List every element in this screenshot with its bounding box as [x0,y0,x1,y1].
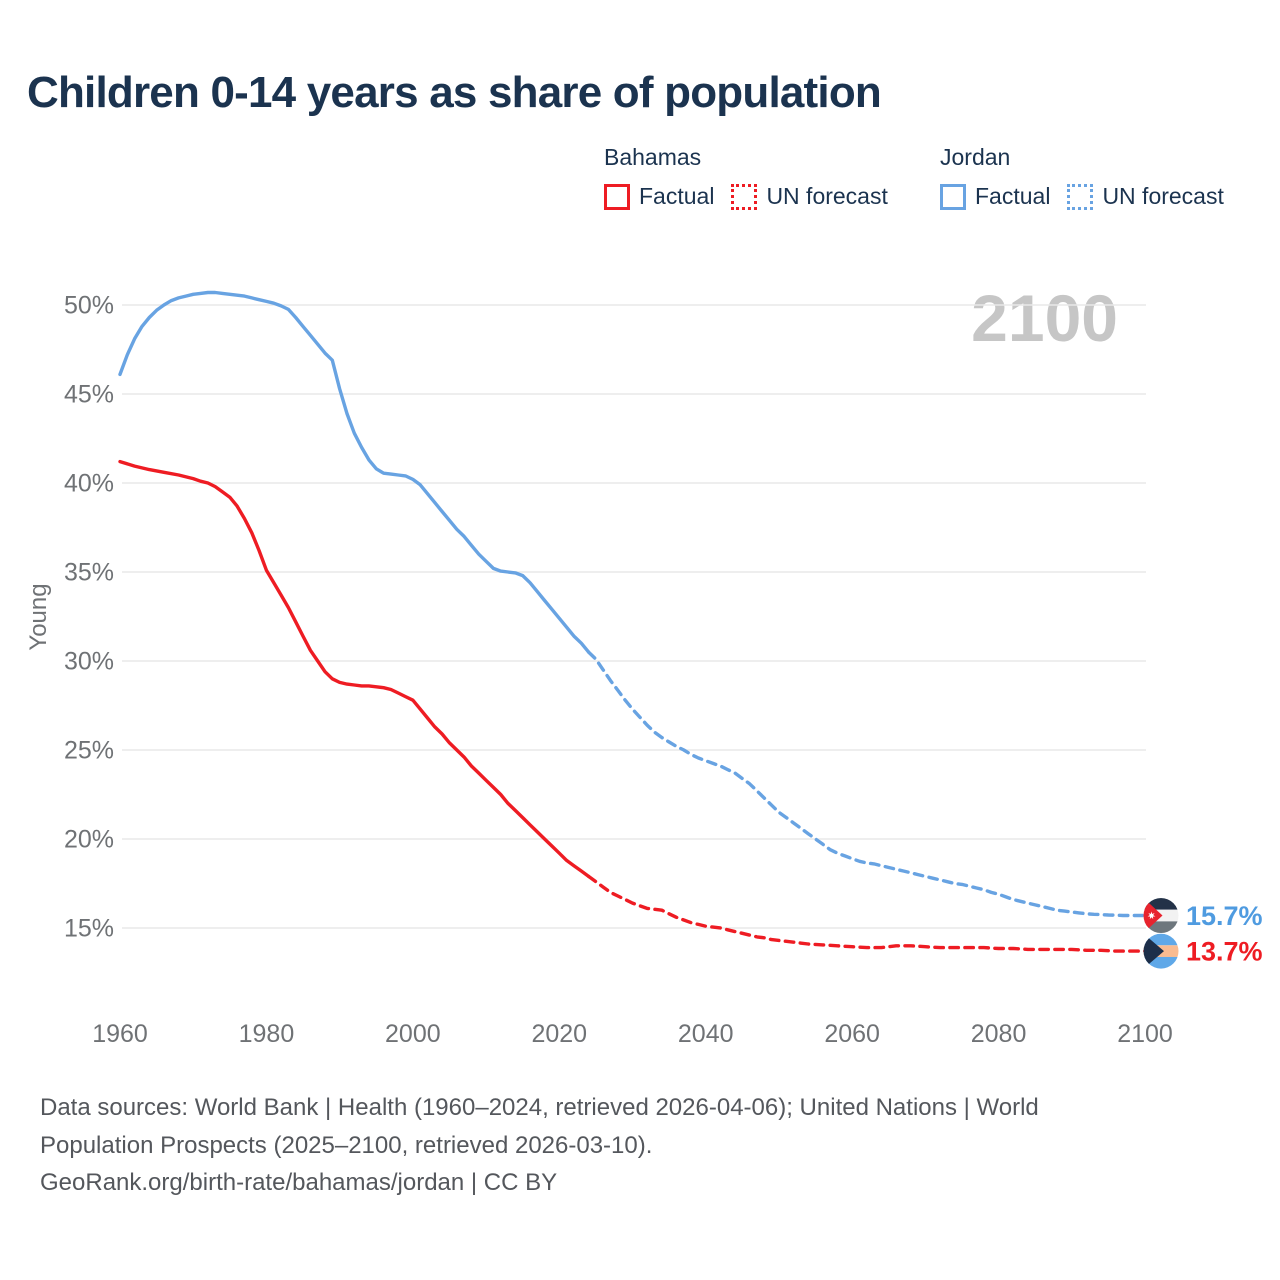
legend-group-bahamas: Bahamas Factual UN forecast [604,144,940,210]
bahamas-flag-icon [1143,933,1179,969]
y-tick-label: 45% [64,381,114,409]
legend-row: Factual UN forecast [604,183,940,210]
y-tick-label: 35% [64,559,114,587]
legend-item-label[interactable]: Factual [639,183,715,209]
y-tick-label: 25% [64,737,114,765]
jordan-factual-swatch-icon[interactable] [940,183,966,210]
series-line-jordan-factual[interactable] [118,290,591,654]
footer-sources: Data sources: World Bank | Health (1960–… [40,1089,1180,1202]
watermark-year: 2100 [971,281,1118,355]
x-tick-label: 2060 [824,1020,880,1048]
x-tick-label: 2040 [678,1020,734,1048]
legend-group-name: Jordan [940,144,1011,170]
x-tick-label: 2000 [385,1020,441,1048]
legend-group-name: Bahamas [604,144,702,170]
legend-row: Factual UN forecast [940,183,1241,210]
legend-item-label[interactable]: UN forecast [1102,183,1224,209]
y-tick-label: 15% [64,915,114,943]
jordan-forecast-swatch-icon[interactable] [1067,183,1094,210]
y-axis-label: Young [25,583,52,650]
jordan-end-value-label: 15.7% [1186,901,1263,931]
y-tick-label: 50% [64,292,114,320]
footer-line-1: Data sources: World Bank | Health (1960–… [40,1094,1039,1121]
legend-item-label[interactable]: UN forecast [766,183,888,209]
legend-item-label[interactable]: Factual [975,183,1051,209]
series-line-bahamas-factual[interactable] [118,459,591,879]
y-tick-label: 30% [64,648,114,676]
jordan-flag-icon [1143,898,1179,934]
legend: Bahamas Factual UN forecast Jordan Factu… [604,144,1241,210]
x-tick-label: 1980 [239,1020,295,1048]
bahamas-forecast-swatch-icon[interactable] [731,183,758,210]
bahamas-end-value-label: 13.7% [1186,937,1263,967]
legend-group-jordan: Jordan Factual UN forecast [940,144,1241,210]
x-tick-label: 2020 [531,1020,587,1048]
bahamas-factual-swatch-icon[interactable] [604,183,630,210]
y-tick-label: 20% [64,826,114,854]
x-tick-label: 2080 [971,1020,1027,1048]
y-tick-label: 40% [64,470,114,498]
series-line-bahamas-forecast[interactable] [586,874,1147,953]
page-title: Children 0-14 years as share of populati… [27,68,882,117]
footer-line-2: Population Prospects (2025–2100, retriev… [40,1131,653,1159]
series-line-jordan-forecast[interactable] [586,650,1147,918]
footer-line-3: GeoRank.org/birth-rate/bahamas/jordan | … [40,1169,558,1196]
x-tick-label: 2100 [1117,1020,1173,1048]
x-tick-label: 1960 [92,1020,148,1048]
